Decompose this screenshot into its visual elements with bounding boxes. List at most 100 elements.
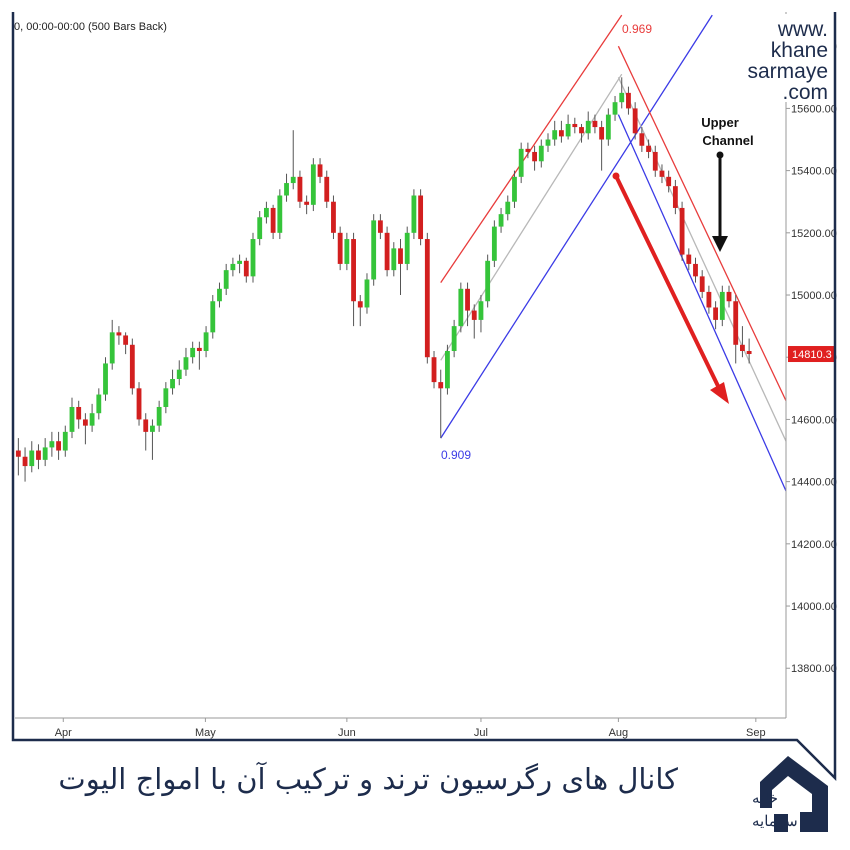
low-label: 0.909 <box>441 448 471 462</box>
candle-body <box>451 326 457 352</box>
annotation-text: Upper <box>701 115 739 130</box>
y-tick-label: 15400.00 <box>791 166 837 178</box>
candle-body <box>96 394 102 414</box>
candle-body <box>143 419 149 432</box>
channel-line <box>617 45 787 402</box>
candle-body <box>344 239 350 264</box>
candle-body <box>176 369 182 379</box>
candle-body <box>310 164 316 205</box>
y-tick-label: 14200.00 <box>791 539 837 551</box>
candle-body <box>465 288 470 311</box>
candle-body <box>424 239 430 358</box>
candle-body <box>257 217 263 240</box>
candle-body <box>538 145 544 162</box>
chart-header: 0, 00:00-00:00 (500 Bars Back) <box>14 21 167 33</box>
candle-body <box>639 133 645 146</box>
candle-body <box>384 232 390 271</box>
logo-text: خانه <box>752 790 778 807</box>
candle-body <box>558 130 564 137</box>
candle-body <box>150 425 155 432</box>
channel-line <box>440 73 623 361</box>
x-tick-label: Jun <box>338 727 356 739</box>
candle-body <box>263 207 269 218</box>
candle-body <box>15 450 21 457</box>
candle-body <box>485 260 491 302</box>
candle-body <box>156 406 162 426</box>
candle-body <box>377 220 383 233</box>
candle-body <box>109 332 115 364</box>
candle-body <box>491 226 497 261</box>
candle-body <box>29 450 35 467</box>
candle-body <box>371 220 377 280</box>
candle-body <box>478 301 484 320</box>
candle-body <box>746 351 752 355</box>
candle-body <box>170 378 175 389</box>
candle-body <box>579 127 584 134</box>
candle-body <box>69 406 75 432</box>
candle-body <box>217 288 222 302</box>
caption: کانال های رگرسیون ترند و ترکیب آن با امو… <box>58 762 678 796</box>
candle-body <box>505 201 511 215</box>
y-tick-label: 15600.00 <box>791 103 837 115</box>
candle-body <box>713 307 719 320</box>
candle-body <box>123 335 129 345</box>
candle-body <box>565 123 571 137</box>
candle-body <box>719 291 725 320</box>
candle-body <box>297 176 303 202</box>
candle-body <box>706 291 712 308</box>
annotation-text: Channel <box>702 133 753 148</box>
candle-body <box>525 148 531 152</box>
y-tick-label: 13800.00 <box>791 663 837 675</box>
y-tick-label: 15000.00 <box>791 290 837 302</box>
candle-body <box>646 145 651 152</box>
channel-line <box>617 77 787 442</box>
candle-body <box>438 382 444 389</box>
candle-body <box>163 388 169 407</box>
candle-body <box>592 120 598 128</box>
candle-body <box>250 239 256 277</box>
candle-body <box>632 108 638 134</box>
candle-body <box>471 310 477 320</box>
candle-body <box>666 176 672 187</box>
frame <box>11 12 837 782</box>
candle-body <box>391 248 397 271</box>
candle-body <box>136 388 142 420</box>
candle-body <box>223 270 229 289</box>
candle-body <box>411 195 417 233</box>
candle-body <box>585 120 591 134</box>
x-tick-label: Jul <box>474 727 488 739</box>
candle-body <box>42 447 48 460</box>
candle-body <box>76 406 82 420</box>
candle-body <box>699 276 705 292</box>
annotation-arrow <box>712 151 728 252</box>
watermark: www. <box>777 18 828 41</box>
candle-body <box>190 347 196 358</box>
candle-body <box>498 214 504 227</box>
candle-body <box>196 347 202 352</box>
x-tick-label: Aug <box>609 727 629 739</box>
candle-body <box>659 170 665 177</box>
candle-body <box>22 456 28 467</box>
candle-body <box>599 127 605 140</box>
candle-body <box>740 344 745 352</box>
candle-body <box>331 201 336 233</box>
candle-body <box>284 183 289 196</box>
candle-body <box>62 431 68 451</box>
candle-body <box>733 301 739 345</box>
watermark: khane <box>771 39 828 62</box>
candle-body <box>210 301 216 333</box>
candle-body <box>324 176 330 202</box>
high-label: 0.969 <box>622 22 652 36</box>
watermark-bg <box>762 14 834 102</box>
watermark: .com <box>782 81 828 104</box>
candle-body <box>364 279 370 308</box>
logo <box>760 756 828 832</box>
candle-body <box>243 260 249 277</box>
candle-body <box>552 130 558 140</box>
y-tick-label: 14000.00 <box>791 601 837 613</box>
candle-body <box>82 419 88 426</box>
candle-body <box>357 301 363 308</box>
candle-body <box>418 195 424 240</box>
candle-body <box>518 148 524 177</box>
